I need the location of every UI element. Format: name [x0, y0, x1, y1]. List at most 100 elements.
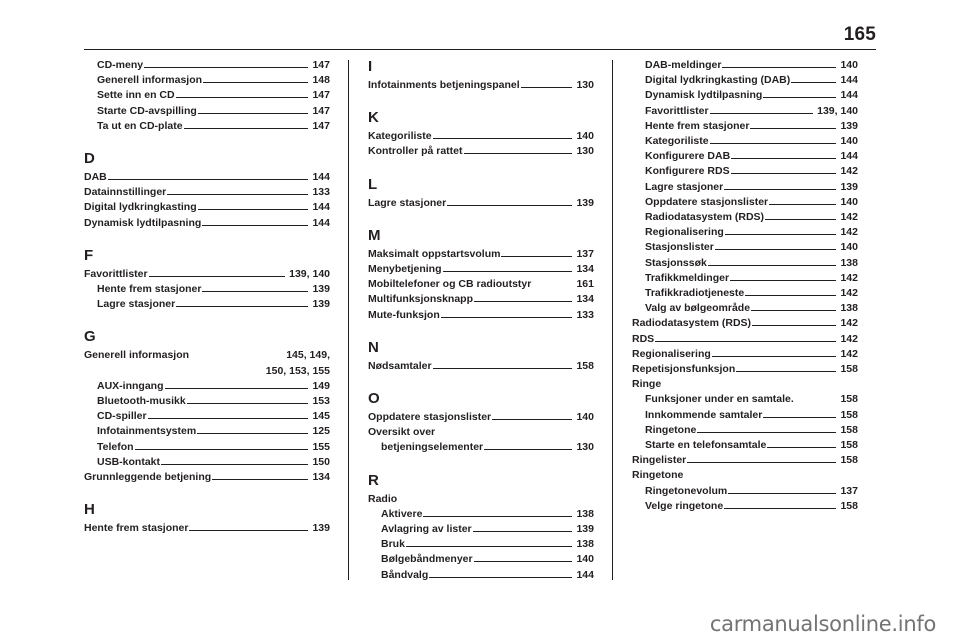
- index-entry[interactable]: Ta ut en CD-plate 147: [84, 119, 330, 134]
- index-entry-label: Hente frem stasjoner: [97, 283, 202, 296]
- index-entry[interactable]: Maksimalt oppstartsvolum 137: [368, 247, 594, 262]
- index-entry[interactable]: Avlagring av lister 139: [368, 522, 594, 537]
- index-entry-label: Ringetone: [645, 423, 697, 436]
- index-entry[interactable]: Lagre stasjoner 139: [84, 297, 330, 312]
- index-entry-label: Hente frem stasjoner: [645, 119, 750, 132]
- index-entry-page: 144: [840, 89, 858, 102]
- index-entry-leader: [709, 112, 814, 114]
- index-entry[interactable]: Innkommende samtaler 158: [632, 408, 858, 423]
- index-letter-heading: L: [368, 175, 378, 193]
- index-entry[interactable]: AUX-inngang 149: [84, 379, 330, 394]
- index-entry-label: Radiodatasystem (RDS): [632, 317, 752, 330]
- index-entry[interactable]: Stasjonssøk 138: [632, 256, 858, 271]
- index-entry[interactable]: Aktivere 138: [368, 507, 594, 522]
- index-entry[interactable]: Funksjoner under en samtale. 158: [632, 392, 858, 407]
- index-entry[interactable]: RDS 142: [632, 332, 858, 347]
- index-entry[interactable]: Lagre stasjoner 139: [368, 196, 594, 211]
- index-entry[interactable]: Repetisjonsfunksjon 158: [632, 362, 858, 377]
- index-entry[interactable]: Starte CD-avspilling 147: [84, 104, 330, 119]
- index-entry[interactable]: Multifunksjonsknapp 134: [368, 292, 594, 307]
- index-letter-heading: I: [368, 58, 373, 75]
- index-entry-leader: [176, 306, 309, 308]
- index-entry[interactable]: Radiodatasystem (RDS) 142: [632, 210, 858, 225]
- index-entry-page: 155: [312, 440, 330, 453]
- index-entry[interactable]: Oppdatere stasjonslister 140: [632, 195, 858, 210]
- index-entry[interactable]: DAB-meldinger 140: [632, 58, 858, 73]
- index-entry[interactable]: Bruk 138: [368, 537, 594, 552]
- index-entry[interactable]: Menybetjening 134: [368, 262, 594, 277]
- index-letter-heading: K: [368, 109, 379, 127]
- index-entry-leader: [745, 295, 837, 297]
- index-entry[interactable]: Trafikkradiotjeneste 142: [632, 286, 858, 301]
- index-entry[interactable]: Kategoriliste 140: [368, 129, 594, 144]
- index-entry-label: Menybetjening: [368, 263, 442, 276]
- index-entry[interactable]: Lagre stasjoner 139: [632, 180, 858, 195]
- index-entry[interactable]: Favorittlister 139, 140: [84, 267, 330, 282]
- index-entry[interactable]: Kontroller på rattet 130: [368, 144, 594, 159]
- index-entry-label: Starte CD-avspilling: [97, 104, 197, 117]
- index-entry-page: 144: [576, 568, 594, 581]
- index-entry-label: Ringelister: [632, 454, 687, 467]
- index-entry[interactable]: Grunnleggende betjening 134: [84, 470, 330, 485]
- index-entry[interactable]: Konfigurere RDS 142: [632, 164, 858, 179]
- index-entry[interactable]: Regionalisering 142: [632, 225, 858, 240]
- index-entry[interactable]: Trafikkmeldinger 142: [632, 271, 858, 286]
- index-entry-label: Lagre stasjoner: [645, 180, 724, 193]
- index-entry[interactable]: Dynamisk lydtilpasning 144: [632, 88, 858, 103]
- index-entry[interactable]: Hente frem stasjoner 139: [632, 119, 858, 134]
- index-entry[interactable]: Digital lydkringkasting (DAB) 144: [632, 73, 858, 88]
- index-entry[interactable]: Dynamisk lydtilpasning 144: [84, 216, 330, 231]
- index-entry[interactable]: Ringelister 158: [632, 453, 858, 468]
- index-entry-page: 140: [840, 135, 858, 148]
- index-entry-page: 130: [576, 441, 594, 454]
- index-letter-heading: D: [84, 150, 95, 168]
- index-entry[interactable]: betjeningselementer 130: [368, 440, 594, 455]
- index-entry[interactable]: Ringetone 158: [632, 423, 858, 438]
- index-entry-label: Maksimalt oppstartsvolum: [368, 247, 501, 260]
- index-entry[interactable]: Generell informasjon 145, 149,: [84, 348, 330, 363]
- index-entry[interactable]: CD-meny 147: [84, 58, 330, 73]
- index-entry-page: 140: [840, 59, 858, 71]
- index-entry[interactable]: Bølgebåndmenyer 140: [368, 552, 594, 567]
- index-entry[interactable]: Valg av bølgeområde 138: [632, 301, 858, 316]
- index-entry-label: Regionalisering: [632, 347, 711, 360]
- index-entry[interactable]: Båndvalg 144: [368, 568, 594, 583]
- index-entry-leader: [405, 546, 573, 548]
- column-divider: [612, 60, 614, 580]
- index-entry[interactable]: Infotainments betjeningspanel 130: [368, 78, 594, 93]
- index-entry-page: 125: [312, 425, 330, 438]
- index-entry[interactable]: Telefon 155: [84, 440, 330, 455]
- index-entry[interactable]: USB-kontakt 150: [84, 455, 330, 470]
- index-entry[interactable]: Konfigurere DAB 144: [632, 149, 858, 164]
- index-entry[interactable]: Bluetooth-musikk 153: [84, 394, 330, 409]
- index-entry[interactable]: Radiodatasystem (RDS) 142: [632, 316, 858, 331]
- index-entry[interactable]: Hente frem stasjoner 139: [84, 521, 330, 536]
- index-entry[interactable]: Favorittlister 139, 140: [632, 104, 858, 119]
- index-entry[interactable]: Hente frem stasjoner 139: [84, 282, 330, 297]
- index-entry-leader: [730, 173, 837, 175]
- index-entry[interactable]: DAB 144: [84, 170, 330, 185]
- index-entry[interactable]: Nødsamtaler 158: [368, 359, 594, 374]
- index-entry-leader: [709, 143, 837, 145]
- index-entry-label: Digital lydkringkasting (DAB): [645, 74, 791, 87]
- index-entry[interactable]: Datainnstillinger 133: [84, 185, 330, 200]
- index-entry-leader: [147, 418, 309, 420]
- index-entry-leader: [202, 291, 309, 293]
- index-entry[interactable]: Velge ringetone 158: [632, 499, 858, 514]
- index-entry-label: Bluetooth-musikk: [97, 395, 186, 408]
- index-entry-page: 140: [840, 241, 858, 254]
- index-entry[interactable]: Regionalisering 142: [632, 347, 858, 362]
- index-entry[interactable]: Ringetonevolum 137: [632, 484, 858, 499]
- index-entry-label: Regionalisering: [645, 226, 724, 239]
- index-entry[interactable]: Infotainmentsystem 125: [84, 424, 330, 439]
- index-entry[interactable]: Stasjonslister 140: [632, 240, 858, 255]
- index-entry[interactable]: Starte en telefonsamtale 158: [632, 438, 858, 453]
- index-entry[interactable]: Generell informasjon 148: [84, 73, 330, 88]
- index-entry[interactable]: Digital lydkringkasting 144: [84, 200, 330, 215]
- index-entry[interactable]: Oppdatere stasjonslister 140: [368, 410, 594, 425]
- index-entry[interactable]: Mute-funksjon 133: [368, 308, 594, 323]
- index-entry[interactable]: Kategoriliste 140: [632, 134, 858, 149]
- index-entry[interactable]: CD-spiller 145: [84, 409, 330, 424]
- index-entry[interactable]: Sette inn en CD 147: [84, 88, 330, 103]
- index-entry[interactable]: Mobiltelefoner og CB radioutstyr 161: [368, 277, 594, 292]
